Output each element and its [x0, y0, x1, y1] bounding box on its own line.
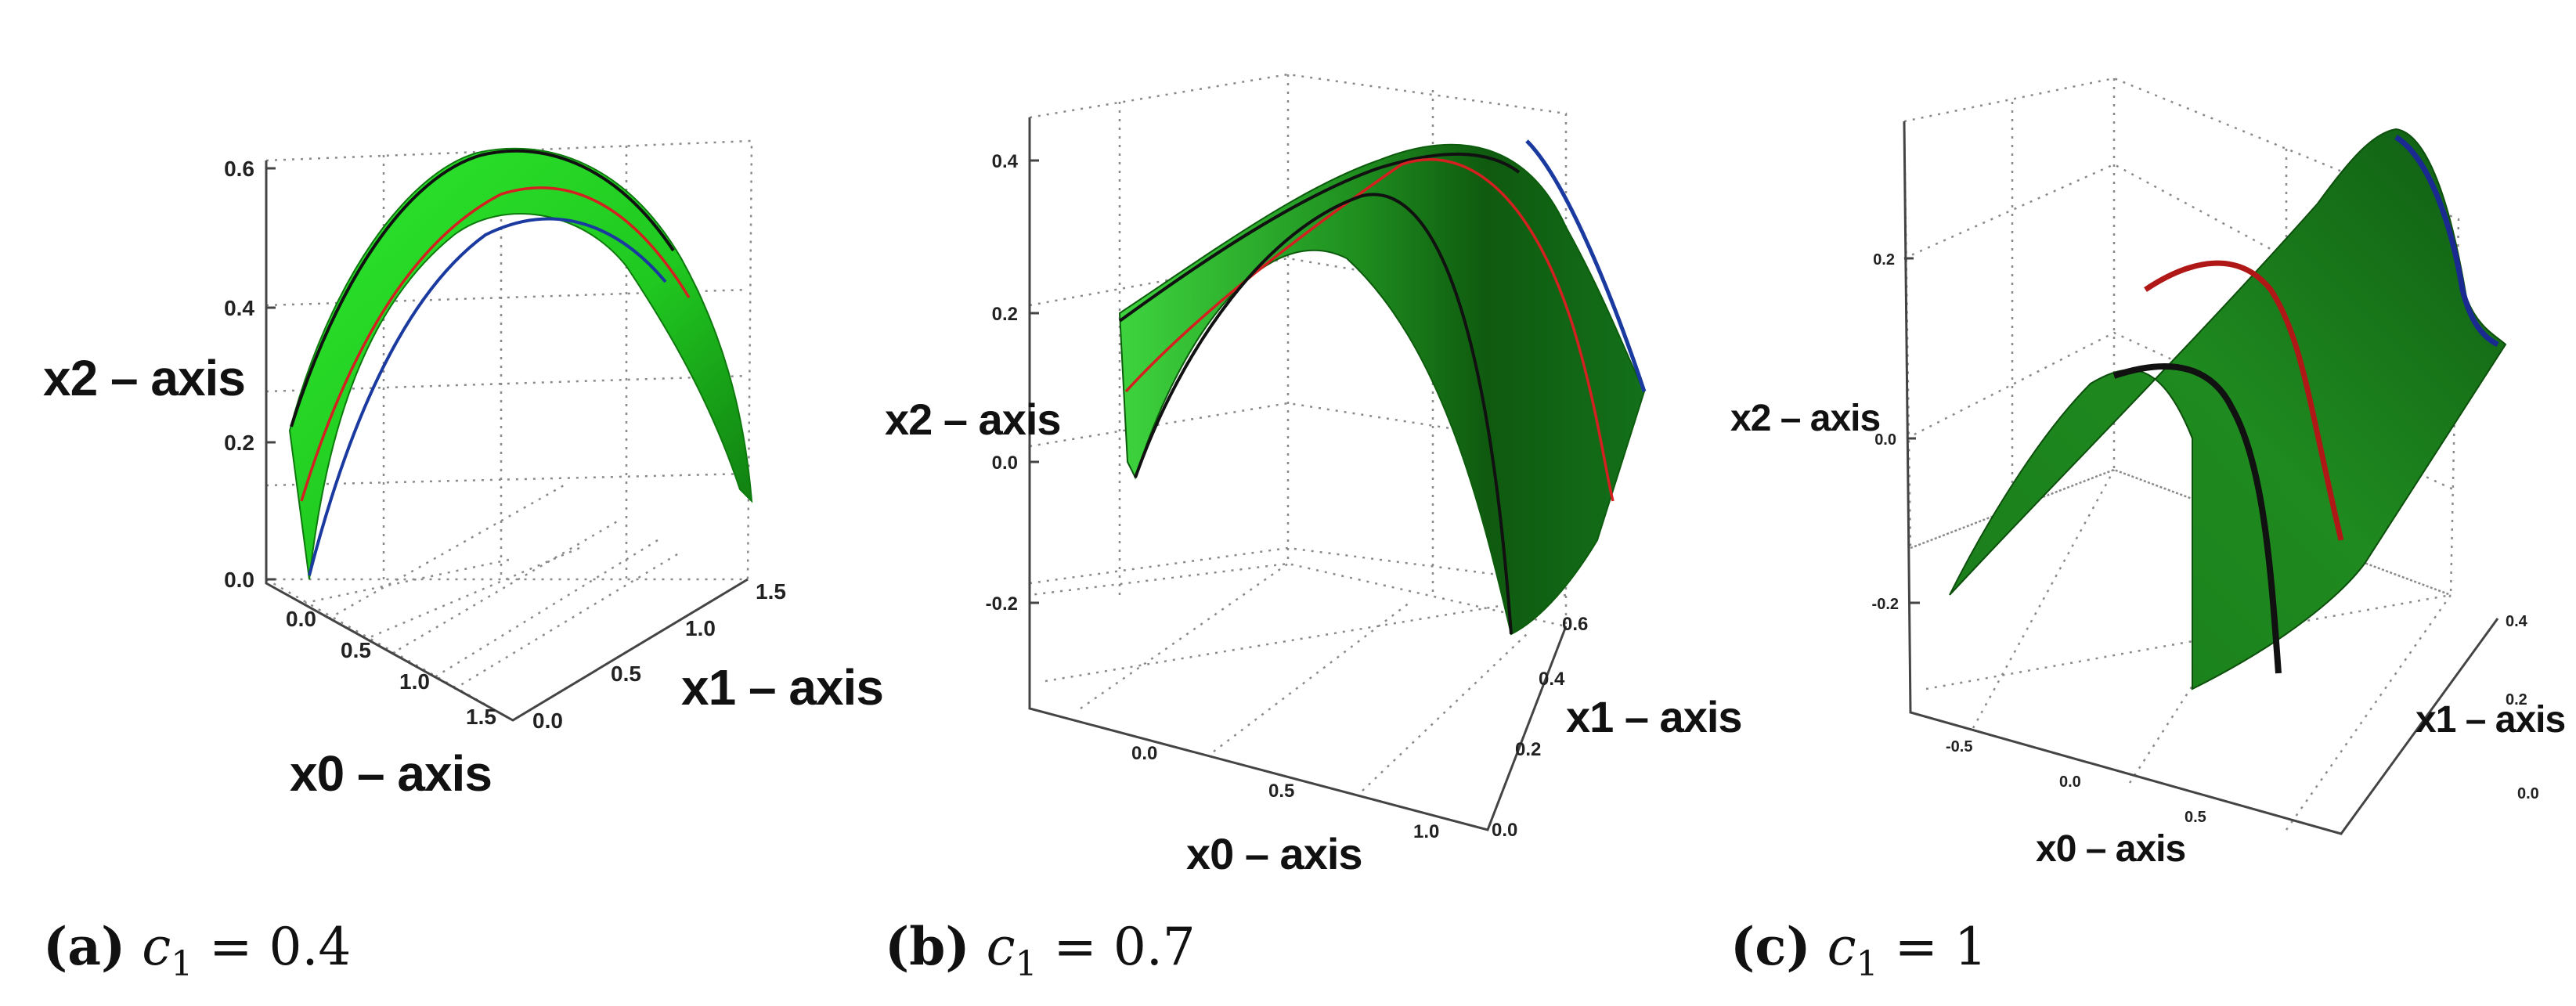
caption-c: (c) c1 = 1 [1730, 916, 1987, 984]
panel-a-x1-tick-0: 0.0 [532, 709, 563, 733]
panel-a-x0-tick-3: 1.5 [466, 705, 496, 729]
caption-b-subscript: 1 [1015, 944, 1037, 985]
panel-a-curves [290, 149, 691, 576]
panel-c-x2-tick-1: 0.0 [1874, 431, 1896, 449]
caption-b: (b) c1 = 0.7 [885, 916, 1196, 984]
caption-b-value: = 0.7 [1053, 917, 1196, 977]
caption-a-value: = 0.4 [209, 917, 352, 977]
panel-b-x1-label: x1 – axis [1566, 692, 1742, 741]
panel-c-curve-mid [2144, 260, 2344, 541]
panel-a-x1-tick-2: 1.0 [685, 616, 716, 640]
panel-a-x2-tick-2: 0.2 [224, 431, 254, 455]
caption-c-subscript: 1 [1856, 944, 1878, 985]
panel-a-axes [265, 160, 749, 722]
panel-a-grid [265, 139, 753, 722]
panel-a-x1-tick-3: 1.5 [756, 579, 786, 604]
panel-c-x1-tick-0: 0.0 [2517, 785, 2539, 802]
panel-b-x2-label: x2 – axis [885, 395, 1061, 444]
panel-a-x0-label: x0 – axis [290, 745, 492, 802]
caption-b-label: (b) [885, 916, 970, 977]
panel-b-x0-tick-1: 0.5 [1268, 781, 1294, 802]
caption-b-symbol: c [986, 917, 1016, 977]
panel-c-curve-bottom [2112, 363, 2282, 674]
panel-c-x1-tick-2: 0.4 [2506, 613, 2528, 630]
panel-c-x0-ticks: -0.5 0.0 0.5 [1946, 738, 2206, 826]
panel-b-x0-ticks: 0.0 0.5 1.0 [1131, 743, 1439, 842]
panel-b-x1-tick-0: 0.0 [1492, 820, 1517, 841]
panel-c-x0-tick-0: -0.5 [1946, 738, 1972, 755]
panel-a-x0-ticks: 0.0 0.5 1.0 1.5 [286, 607, 496, 729]
panel-a-curve-mid [300, 186, 691, 502]
panel-b-x2-tick-1: 0.2 [992, 304, 1018, 325]
panel-b-x1-tick-2: 0.4 [1539, 669, 1565, 690]
panel-b-axes [1028, 117, 1568, 831]
caption-c-value: = 1 [1894, 917, 1987, 977]
panel-b-curve-bottom [1134, 193, 1513, 635]
panel-b-curve-top [1118, 152, 1521, 323]
panel-c-x0-tick-1: 0.0 [2059, 773, 2081, 791]
panel-b-x0-tick-0: 0.0 [1131, 743, 1157, 764]
panel-c-surface [1949, 128, 2507, 690]
panel-b-x2-tick-2: 0.0 [992, 453, 1018, 474]
panel-a-x2-tick-3: 0.0 [224, 568, 254, 592]
panel-b-x1-tick-1: 0.2 [1515, 739, 1541, 760]
panel-c-axes [1903, 121, 2499, 835]
panel-b-x0-label: x0 – axis [1186, 829, 1362, 878]
panel-c-x2-tick-0: 0.2 [1873, 251, 1895, 269]
panel-a-curve-top [290, 149, 675, 427]
caption-c-label: (c) [1730, 916, 1811, 977]
panel-a-x1-tick-1: 0.5 [611, 662, 641, 686]
panel-a-surface [288, 147, 753, 580]
panel-c-x0-label: x0 – axis [2036, 828, 2185, 870]
panel-b-x2-ticks: 0.4 0.2 0.0 -0.2 [986, 151, 1039, 615]
panel-a-x2-tick-1: 0.4 [224, 296, 254, 320]
panel-a-x0-tick-0: 0.0 [286, 607, 316, 631]
caption-c-symbol: c [1827, 917, 1856, 977]
panel-a-x2-tick-0: 0.6 [224, 157, 254, 181]
panel-a-x1-ticks: 0.0 0.5 1.0 1.5 [532, 579, 786, 733]
caption-a: (a) c1 = 0.4 [43, 916, 351, 984]
panel-a-x0-tick-2: 1.0 [399, 669, 430, 694]
panel-c-x0-tick-2: 0.5 [2185, 809, 2206, 826]
panel-c-x1-tick-1: 0.2 [2506, 691, 2527, 709]
panel-a-x2-ticks: 0.6 0.4 0.2 0.0 [224, 157, 276, 592]
caption-a-label: (a) [43, 916, 126, 977]
panel-b-curves [1118, 139, 1647, 635]
panel-a-curve-bottom [308, 217, 667, 576]
panel-b-chart: 0.4 0.2 0.0 -0.2 0.0 0.5 1.0 0.0 0.2 0.4… [885, 73, 1743, 878]
panel-b-x1-ticks: 0.0 0.2 0.4 0.6 [1492, 614, 1588, 841]
panel-a-chart: 0.6 0.4 0.2 0.0 0.0 0.5 1.0 1.5 0.0 0.5 … [43, 139, 884, 802]
panel-b-x2-tick-0: 0.4 [992, 151, 1019, 172]
panel-c-x2-tick-2: -0.2 [1872, 596, 1899, 613]
caption-a-subscript: 1 [171, 944, 193, 985]
panel-a-x0-tick-1: 0.5 [341, 638, 371, 662]
panel-b-x2-tick-3: -0.2 [986, 593, 1018, 615]
panel-b-surface [1118, 143, 1646, 636]
panel-c-curve-blue [2394, 135, 2499, 348]
panel-c-x2-ticks: 0.2 0.0 -0.2 [1872, 251, 1920, 613]
panel-a-x2-label: x2 – axis [43, 350, 245, 406]
panel-b-x0-tick-2: 1.0 [1413, 821, 1439, 842]
panel-c-x1-label: x1 – axis [2415, 699, 2565, 741]
panel-b-curve-blue [1525, 139, 1647, 392]
panel-b-curve-mid [1124, 158, 1615, 502]
panel-c-chart: 0.2 0.0 -0.2 -0.5 0.0 0.5 0.0 0.2 0.4 x2… [1730, 77, 2566, 870]
panel-c-x1-ticks: 0.0 0.2 0.4 [2506, 613, 2539, 802]
panel-a-x1-label: x1 – axis [681, 659, 883, 716]
panel-b-x1-tick-3: 0.6 [1562, 614, 1588, 635]
panel-c-x2-label: x2 – axis [1730, 398, 1880, 439]
caption-a-symbol: c [142, 917, 171, 977]
panel-c-curves [2112, 135, 2499, 674]
